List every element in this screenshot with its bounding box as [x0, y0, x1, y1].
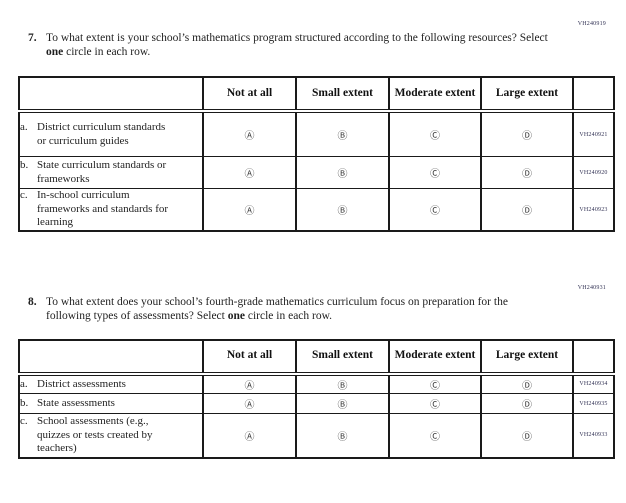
row-letter: a. [20, 121, 28, 134]
answer-circle-c[interactable]: Ⓒ [388, 373, 482, 394]
row-accession-code: VH240920 [572, 156, 615, 190]
answer-circle-d[interactable]: Ⓓ [480, 188, 574, 232]
row-letter: c. [20, 189, 28, 202]
row-label-text: State curriculum standards or frameworks [37, 159, 167, 185]
bold-word: one [227, 310, 245, 323]
row-accession-code: VH240923 [572, 188, 615, 232]
answer-circle-b[interactable]: Ⓑ [295, 413, 390, 458]
answer-circle-c[interactable]: Ⓒ [388, 413, 482, 458]
column-header-moderate-extent: Moderate extent [388, 76, 482, 113]
question-7-section: VH240919 7. To what extent is your schoo… [0, 20, 626, 232]
answer-circle-d[interactable]: Ⓓ [480, 413, 574, 458]
answer-circle-c[interactable]: Ⓒ [388, 156, 482, 190]
question-7-table: Not at all Small extent Moderate extent … [18, 75, 615, 232]
answer-circle-b[interactable]: Ⓑ [295, 110, 390, 158]
table-row: c. School assessments (e.g., quizzes or t… [18, 413, 615, 458]
row-letter: c. [20, 415, 28, 428]
code-column-header-cell [572, 76, 615, 113]
question-7-text: To what extent is your school’s mathemat… [46, 32, 548, 59]
row-label-header-cell [18, 339, 204, 376]
row-label: c. In-school curriculum frameworks and st… [18, 188, 204, 232]
question-8-table: Not at all Small extent Moderate extent … [18, 338, 615, 459]
table-row: b. State curriculum standards or framewor… [18, 156, 615, 190]
question-8-accession-code: VH240931 [577, 284, 606, 291]
answer-circle-c[interactable]: Ⓒ [388, 110, 482, 158]
table-row: a. District assessments Ⓐ Ⓑ Ⓒ Ⓓ VH240934 [18, 373, 615, 394]
row-label: b. State curriculum standards or framewor… [18, 156, 204, 190]
row-accession-code: VH240935 [572, 393, 615, 414]
answer-circle-b[interactable]: Ⓑ [295, 373, 390, 394]
answer-circle-d[interactable]: Ⓓ [480, 373, 574, 394]
row-label-text: District curriculum standards or curricu… [37, 121, 166, 147]
question-8-header-row: Not at all Small extent Moderate extent … [18, 339, 615, 376]
row-letter: a. [20, 377, 28, 390]
question-7-header-row: Not at all Small extent Moderate extent … [18, 76, 615, 113]
column-header-large-extent: Large extent [480, 76, 574, 113]
table-row: c. In-school curriculum frameworks and st… [18, 188, 615, 232]
question-8-number: 8. [28, 295, 37, 308]
row-accession-code: VH240933 [572, 413, 615, 458]
code-column-header-cell [572, 339, 615, 376]
answer-circle-c[interactable]: Ⓒ [388, 393, 482, 414]
row-label-header-cell [18, 76, 204, 113]
answer-circle-a[interactable]: Ⓐ [202, 188, 297, 232]
column-header-small-extent: Small extent [295, 76, 390, 113]
question-8-prompt: 8. To what extent does your school’s fou… [28, 295, 626, 324]
row-letter: b. [20, 396, 29, 409]
answer-circle-c[interactable]: Ⓒ [388, 188, 482, 232]
column-header-moderate-extent: Moderate extent [388, 339, 482, 376]
answer-circle-a[interactable]: Ⓐ [202, 413, 297, 458]
row-label-text: District assessments [37, 377, 126, 390]
answer-circle-a[interactable]: Ⓐ [202, 393, 297, 414]
question-7-prompt: 7. To what extent is your school’s mathe… [28, 31, 626, 60]
row-label-text: In-school curriculum frameworks and stan… [37, 189, 169, 229]
table-row: b. State assessments Ⓐ Ⓑ Ⓒ Ⓓ VH240935 [18, 393, 615, 414]
column-header-large-extent: Large extent [480, 339, 574, 376]
answer-circle-d[interactable]: Ⓓ [480, 156, 574, 190]
row-label: c. School assessments (e.g., quizzes or t… [18, 413, 204, 458]
answer-circle-b[interactable]: Ⓑ [295, 156, 390, 190]
bold-word: one [46, 46, 64, 59]
question-8-text: To what extent does your school’s fourth… [46, 295, 508, 323]
column-header-small-extent: Small extent [295, 339, 390, 376]
row-label: b. State assessments [18, 393, 204, 414]
question-7-number: 7. [28, 32, 37, 44]
row-label-text: School assessments (e.g., quizzes or tes… [37, 415, 153, 454]
question-8-section: VH240931 8. To what extent does your sch… [0, 284, 626, 459]
row-letter: b. [20, 159, 29, 172]
row-label: a. District curriculum standards or curri… [18, 110, 204, 158]
answer-circle-b[interactable]: Ⓑ [295, 393, 390, 414]
row-accession-code: VH240921 [572, 110, 615, 158]
row-label: a. District assessments [18, 373, 204, 394]
column-header-not-at-all: Not at all [202, 76, 297, 113]
row-accession-code: VH240934 [572, 373, 615, 394]
answer-circle-a[interactable]: Ⓐ [202, 110, 297, 158]
answer-circle-d[interactable]: Ⓓ [480, 393, 574, 414]
answer-circle-d[interactable]: Ⓓ [480, 110, 574, 158]
answer-circle-a[interactable]: Ⓐ [202, 156, 297, 190]
row-label-text: State assessments [37, 396, 115, 409]
question-7-accession-code: VH240919 [577, 21, 606, 27]
answer-circle-b[interactable]: Ⓑ [295, 188, 390, 232]
table-row: a. District curriculum standards or curri… [18, 110, 615, 158]
answer-circle-a[interactable]: Ⓐ [202, 373, 297, 394]
column-header-not-at-all: Not at all [202, 339, 297, 376]
